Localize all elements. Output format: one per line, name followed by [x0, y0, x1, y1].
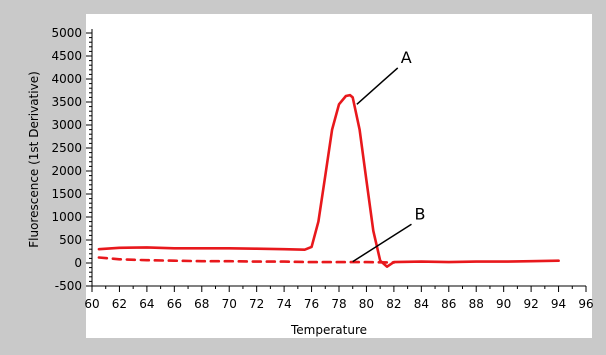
x-tick-label: 66: [167, 297, 182, 311]
x-tick-label: 68: [194, 297, 209, 311]
y-tick-label: 2000: [51, 164, 82, 178]
y-tick-label: -500: [55, 279, 82, 293]
y-tick-label: 500: [59, 233, 82, 247]
x-tick-label: 92: [523, 297, 538, 311]
y-tick-label: 5000: [51, 26, 82, 40]
x-tick-label: 96: [578, 297, 593, 311]
x-tick-label: 72: [249, 297, 264, 311]
y-tick-label: 4000: [51, 72, 82, 86]
y-tick-label: 3500: [51, 95, 82, 109]
y-tick-label: 4500: [51, 49, 82, 63]
annotation-label-a: A: [401, 48, 412, 67]
x-tick-label: 60: [84, 297, 99, 311]
y-tick-label: 0: [74, 256, 82, 270]
x-tick-label: 80: [359, 297, 374, 311]
x-tick-label: 82: [386, 297, 401, 311]
x-tick-label: 64: [139, 297, 154, 311]
series-line-a: [97, 93, 560, 268]
y-tick-label: 2500: [51, 141, 82, 155]
y-axis-label: Fluorescence (1st Derivative): [27, 71, 41, 248]
x-axis-label: Temperature: [290, 323, 367, 337]
x-tick-label: 62: [112, 297, 127, 311]
plot-panel: [86, 14, 592, 338]
x-tick-label: 70: [222, 297, 237, 311]
x-tick-label: 76: [304, 297, 319, 311]
y-tick-label: 1500: [51, 187, 82, 201]
x-tick-label: 90: [496, 297, 511, 311]
annotation-leader-b: [352, 223, 412, 263]
series-line-b: [97, 256, 396, 264]
x-tick-label: 86: [441, 297, 456, 311]
annotation-leader-a: [356, 67, 399, 105]
y-tick-label: 1000: [51, 210, 82, 224]
x-tick-label: 84: [414, 297, 429, 311]
x-tick-label: 78: [331, 297, 346, 311]
x-tick-label: 88: [469, 297, 484, 311]
x-tick-label: 94: [551, 297, 566, 311]
y-tick-label: 3000: [51, 118, 82, 132]
x-tick-label: 74: [276, 297, 291, 311]
annotation-label-b: B: [414, 204, 425, 223]
